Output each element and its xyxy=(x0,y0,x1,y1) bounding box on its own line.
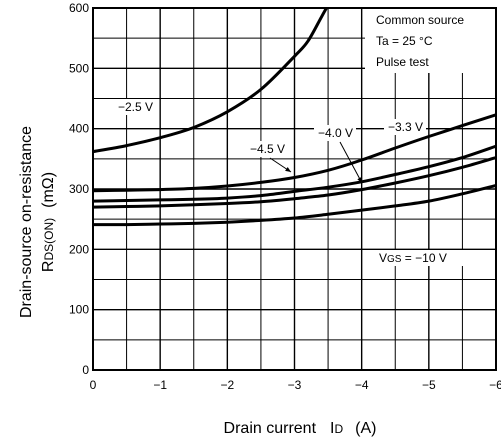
series-label-vgs-3-3: −3.3 V xyxy=(388,120,423,134)
y-tick-label: 200 xyxy=(69,242,89,256)
y-tick-label: 100 xyxy=(69,303,89,317)
series-line-vgs-4-0 xyxy=(93,144,496,203)
y-axis-symbol-sub: DS(ON) xyxy=(42,218,56,261)
series-line-vgs-10 xyxy=(93,183,496,227)
conditions-box-background xyxy=(365,9,495,73)
y-axis-title: Drain-source on-resistance RDS(ON) (mΩ) xyxy=(18,126,57,318)
x-tick-label: −2 xyxy=(220,378,234,392)
series-labels: −2.5 V −3.3 V −4.0 V −4.5 V VGS = −10 V xyxy=(114,99,465,266)
x-tick-label: −4 xyxy=(355,378,369,392)
y-axis-symbol: R xyxy=(40,261,57,273)
series-line-vgs-4-5 xyxy=(93,156,496,209)
series-label-background xyxy=(246,141,288,157)
plot-frame xyxy=(92,7,497,371)
curves xyxy=(93,8,496,227)
y-axis-title-line-2: RDS(ON) (mΩ) xyxy=(40,172,57,272)
x-tick-label: −5 xyxy=(422,378,436,392)
series-label-vgs-2-5: −2.5 V xyxy=(118,100,153,114)
leader-arrow-4-0-head xyxy=(357,177,362,183)
series-label-background xyxy=(314,125,356,141)
x-tick-label: −6 xyxy=(489,378,501,392)
conditions-box: Common source Ta = 25 °C Pulse test xyxy=(365,9,495,73)
x-tick-label: −3 xyxy=(288,378,302,392)
series-label-vgs-10-prefix: V xyxy=(379,251,387,265)
series-label-background xyxy=(375,250,465,266)
series-line-vgs-2-5 xyxy=(93,8,329,154)
leader-arrow-4-5-head xyxy=(285,167,291,172)
conditions-line-1: Common source xyxy=(376,13,464,27)
x-tick-label: 0 xyxy=(90,378,97,392)
tick-labels: 0 −1 −2 −3 −4 −5 −6 0 100 200 300 400 500 600 xyxy=(69,1,501,392)
series-label-vgs-10: VGS = −10 V xyxy=(379,251,447,265)
series-label-background xyxy=(384,119,426,135)
series-label-vgs-4-5: −4.5 V xyxy=(250,142,285,156)
x-axis-symbol: I xyxy=(330,420,334,437)
conditions-line-3: Pulse test xyxy=(376,55,429,69)
series-label-vgs-10-suffix: = −10 V xyxy=(401,251,446,265)
leader-arrow-4-0 xyxy=(339,141,363,184)
series-line-vgs-3-3 xyxy=(93,113,496,193)
y-axis-unit: (mΩ) xyxy=(40,172,57,208)
y-tick-label: 600 xyxy=(69,1,89,15)
x-axis-unit: (A) xyxy=(355,420,376,437)
y-tick-label: 300 xyxy=(69,182,89,196)
series-label-vgs-4-0: −4.0 V xyxy=(318,126,353,140)
y-tick-label: 500 xyxy=(69,61,89,75)
series-label-background xyxy=(114,99,156,115)
conditions-line-2: Ta = 25 °C xyxy=(376,34,433,48)
x-axis-symbol-sub: D xyxy=(334,422,343,436)
y-tick-label: 0 xyxy=(82,363,89,377)
x-axis-title: Drain current ID (A) xyxy=(224,420,377,437)
x-axis-title-main: Drain current xyxy=(224,420,317,437)
y-tick-label: 400 xyxy=(69,122,89,136)
series-label-vgs-10-sub: GS xyxy=(387,254,402,265)
y-axis-title-line-1: Drain-source on-resistance xyxy=(18,126,35,318)
x-tick-label: −1 xyxy=(153,378,167,392)
